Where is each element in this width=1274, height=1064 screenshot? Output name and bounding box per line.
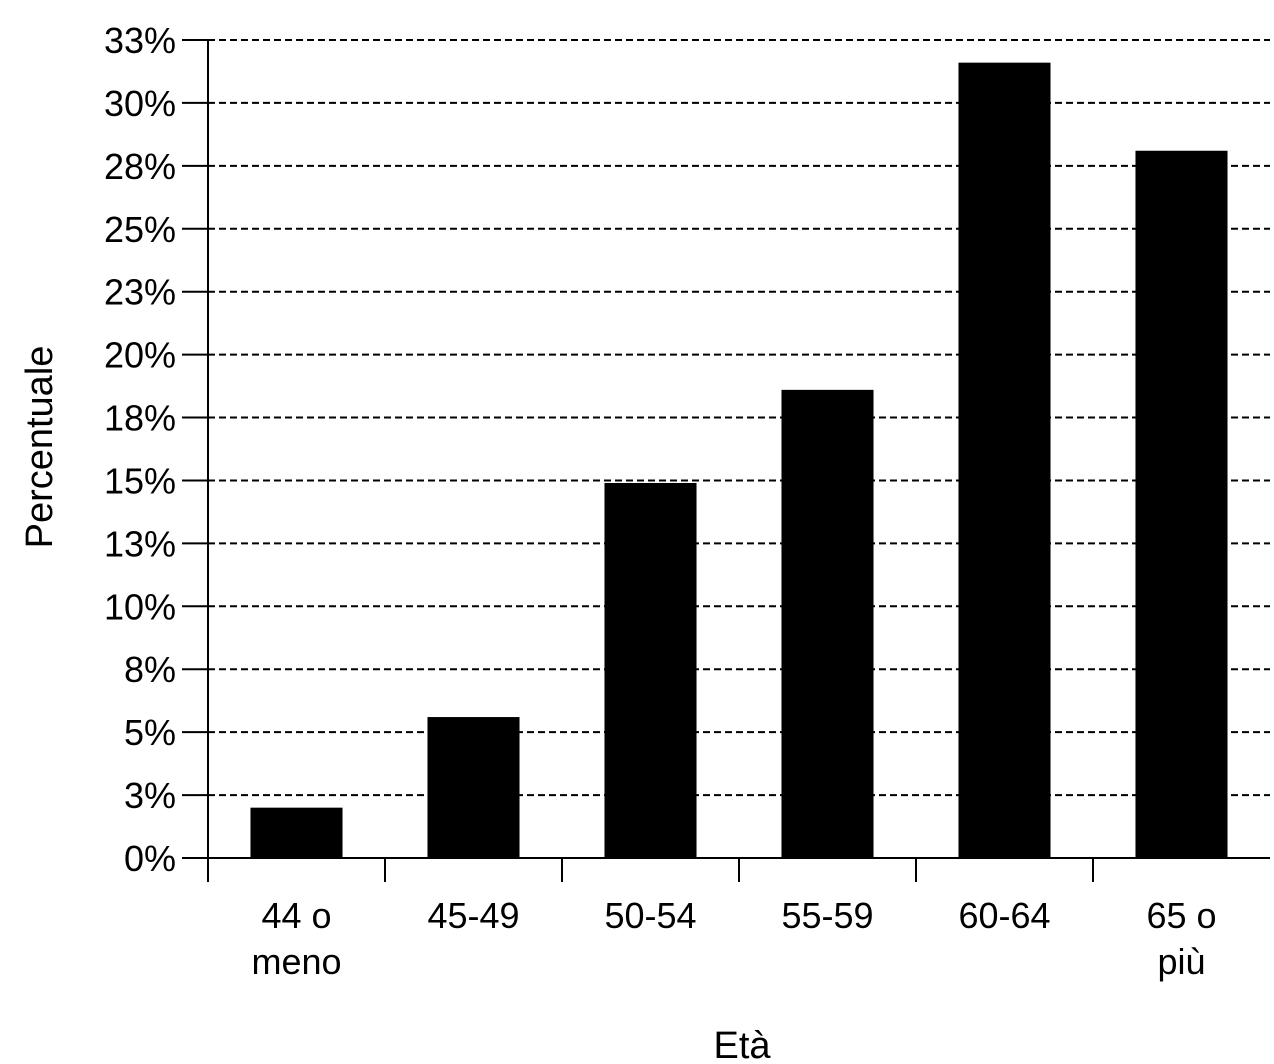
bar [781,389,874,858]
bars [250,62,1228,859]
x-axis: 44 o meno 45-49 50-54 55-59 60-64 65 o più [207,857,1270,982]
x-tick-label-line: più [1157,941,1205,982]
x-tick-label-line: 50-54 [604,895,696,936]
bar [604,482,697,858]
x-axis-title: Età [713,1025,771,1064]
y-tick-label: 25% [104,209,176,250]
x-tick-label-line: 45-49 [427,895,519,936]
x-tick-label: 60-64 [958,895,1050,936]
x-tick-label: 65 o più [1146,895,1216,982]
bar [250,807,343,858]
x-tick-label-line: 55-59 [781,895,873,936]
gridlines [208,39,1270,797]
y-tick-label: 23% [104,272,176,313]
y-tick-label: 20% [104,335,176,376]
y-tick-label: 10% [104,586,176,627]
x-tick-label: 45-49 [427,895,519,936]
y-tick-label: 33% [104,20,176,61]
y-tick-label: 18% [104,398,176,439]
bar [427,717,520,858]
y-tick-label: 13% [104,523,176,564]
x-tick-label-line: 60-64 [958,895,1050,936]
x-tick-label: 55-59 [781,895,873,936]
x-tick-label-line: 44 o [261,895,331,936]
y-tick-label: 28% [104,146,176,187]
bar [1135,150,1228,858]
x-tick-label-line: meno [251,941,341,982]
x-tick-label: 44 o meno [251,895,341,982]
x-tick-label: 50-54 [604,895,696,936]
y-tick-label: 15% [104,460,176,501]
y-tick-label: 8% [124,649,176,690]
y-tick-label: 30% [104,83,176,124]
x-tick-label-line: 65 o [1146,895,1216,936]
y-tick-label: 3% [124,775,176,816]
y-tick-label: 0% [124,838,176,879]
y-axis-title: Percentuale [19,346,61,549]
bar [958,62,1051,859]
y-tick-label: 5% [124,712,176,753]
y-axis: 0% 3% 5% 8% 10% 13% 15% 18% 20% 23% 25% 28% 30% 33% [104,20,209,879]
